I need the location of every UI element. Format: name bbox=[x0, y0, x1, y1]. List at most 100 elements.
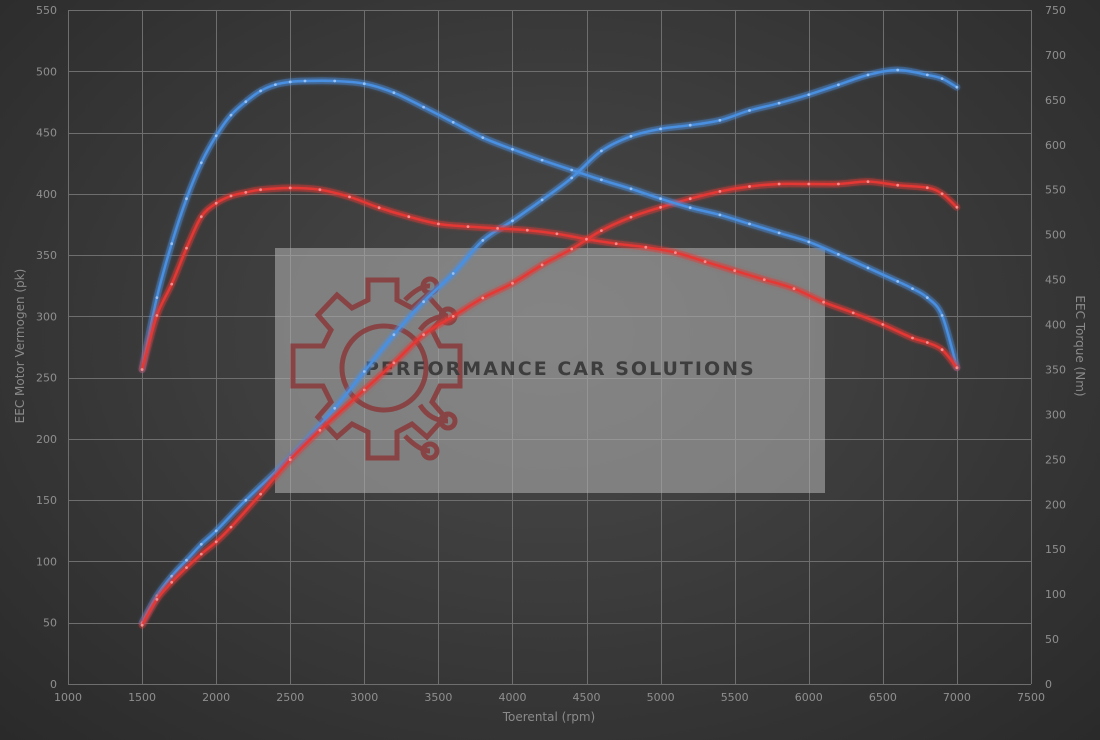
data-point bbox=[274, 83, 277, 86]
series-line bbox=[140, 180, 959, 627]
y-right-tick-label: 500 bbox=[1045, 229, 1066, 242]
data-point bbox=[600, 229, 603, 233]
data-point bbox=[318, 188, 322, 192]
y-left-tick-label: 500 bbox=[36, 65, 57, 78]
data-point bbox=[822, 300, 825, 304]
data-point bbox=[896, 183, 900, 187]
y-right-tick-label: 650 bbox=[1045, 94, 1066, 107]
gear-circuit-icon bbox=[290, 276, 463, 461]
data-point bbox=[940, 314, 944, 317]
data-point bbox=[600, 178, 603, 182]
data-point bbox=[229, 113, 233, 117]
data-point bbox=[288, 458, 292, 462]
data-point bbox=[214, 529, 218, 533]
data-point bbox=[185, 246, 188, 250]
data-point bbox=[333, 406, 337, 410]
data-point bbox=[362, 370, 366, 373]
data-point bbox=[614, 242, 618, 246]
data-point bbox=[629, 187, 633, 191]
data-point bbox=[718, 213, 722, 217]
data-point bbox=[866, 73, 870, 77]
tick-labels: 1000 1500 2000 2500 3000 3500 4000 4500 5000 5500… bbox=[36, 4, 1066, 704]
data-point bbox=[229, 525, 233, 529]
data-point bbox=[466, 225, 470, 229]
y-right-tick-label: 750 bbox=[1045, 4, 1066, 17]
y-left-tick-label: 250 bbox=[36, 372, 57, 385]
data-point bbox=[807, 240, 811, 244]
data-point bbox=[259, 492, 262, 496]
data-point bbox=[481, 239, 485, 242]
data-point bbox=[911, 336, 914, 340]
data-point bbox=[288, 80, 292, 84]
y-right-tick-label: 350 bbox=[1045, 363, 1066, 376]
red-left-series bbox=[138, 178, 961, 629]
data-point bbox=[688, 123, 692, 127]
data-point bbox=[600, 149, 603, 153]
data-point bbox=[792, 287, 796, 290]
data-point bbox=[777, 101, 781, 105]
data-point bbox=[511, 147, 514, 151]
data-point bbox=[348, 195, 351, 199]
data-point bbox=[244, 100, 248, 104]
data-point bbox=[807, 182, 811, 186]
data-point bbox=[259, 188, 262, 192]
data-point bbox=[955, 366, 959, 370]
series-line bbox=[140, 79, 959, 371]
y-right-tick-label: 450 bbox=[1045, 274, 1066, 287]
data-point bbox=[585, 237, 588, 241]
data-point bbox=[925, 296, 929, 299]
data-point bbox=[185, 558, 188, 562]
data-point bbox=[659, 205, 662, 209]
data-point bbox=[659, 127, 662, 131]
y-left-tick-label: 400 bbox=[36, 188, 57, 201]
data-point bbox=[540, 158, 544, 162]
x-tick-label: 2000 bbox=[202, 691, 230, 704]
y-right-tick-label: 50 bbox=[1045, 633, 1059, 646]
y-left-tick-label: 50 bbox=[43, 617, 57, 630]
x-tick-label: 3500 bbox=[424, 691, 452, 704]
data-point bbox=[851, 311, 855, 315]
data-point bbox=[837, 253, 840, 256]
data-point bbox=[570, 247, 574, 251]
data-point bbox=[644, 245, 648, 249]
data-point bbox=[940, 77, 944, 80]
x-tick-label: 4500 bbox=[573, 691, 601, 704]
grid bbox=[68, 10, 1032, 685]
data-point bbox=[718, 190, 722, 193]
data-point bbox=[688, 206, 692, 210]
data-point bbox=[214, 540, 218, 544]
y-right-tick-label: 400 bbox=[1045, 319, 1066, 332]
data-point bbox=[540, 198, 544, 202]
y-right-tick-label: 200 bbox=[1045, 498, 1066, 511]
y-left-tick-label: 200 bbox=[36, 433, 57, 446]
x-tick-label: 6500 bbox=[869, 691, 897, 704]
data-point bbox=[733, 269, 737, 272]
x-tick-label: 4000 bbox=[498, 691, 526, 704]
data-point bbox=[555, 232, 559, 236]
data-point bbox=[377, 206, 381, 210]
data-point bbox=[748, 222, 751, 226]
data-point bbox=[570, 168, 574, 172]
y-right-tick-label: 550 bbox=[1045, 184, 1066, 197]
data-point bbox=[896, 68, 900, 72]
y-right-tick-label: 150 bbox=[1045, 543, 1066, 556]
data-point bbox=[333, 79, 337, 83]
data-point bbox=[140, 368, 144, 371]
data-point bbox=[925, 186, 929, 190]
data-point bbox=[925, 341, 929, 344]
y-left-tick-label: 150 bbox=[36, 494, 57, 507]
data-point bbox=[748, 185, 751, 188]
data-point bbox=[496, 227, 499, 230]
data-point bbox=[629, 215, 633, 219]
data-point bbox=[392, 333, 396, 337]
x-tick-label: 1500 bbox=[128, 691, 156, 704]
x-tick-label: 6000 bbox=[795, 691, 823, 704]
x-tick-label: 3000 bbox=[350, 691, 378, 704]
data-point bbox=[214, 201, 218, 205]
data-point bbox=[866, 180, 870, 184]
y-left-tick-label: 450 bbox=[36, 127, 57, 140]
data-point bbox=[837, 182, 840, 186]
data-point bbox=[511, 281, 514, 285]
data-point bbox=[422, 333, 425, 337]
data-point bbox=[170, 282, 174, 286]
